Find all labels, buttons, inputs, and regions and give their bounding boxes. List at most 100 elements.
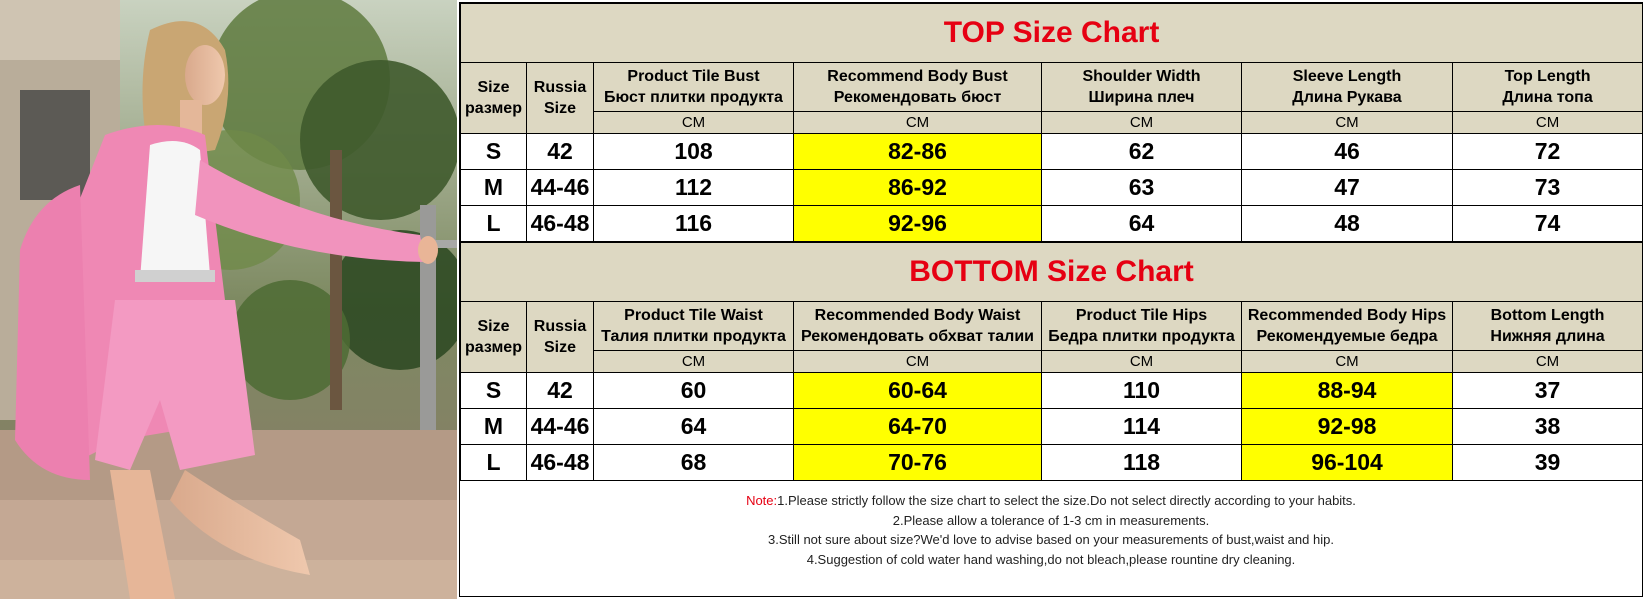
bottom-table-cell: 114 [1041, 408, 1242, 445]
top-header-line: Russia [533, 79, 587, 96]
top-header-line: Sleeve Length [1292, 68, 1402, 85]
bottom-unit-cell: CM [1041, 350, 1242, 373]
top-header-line: Top Length [1504, 68, 1591, 85]
note-line: 4.Suggestion of cold water hand washing,… [460, 550, 1642, 570]
bottom-table-cell: 88-94 [1241, 372, 1453, 409]
top-header-line: Product Tile Bust [627, 68, 760, 85]
note-text: 2.Please allow a tolerance of 1-3 cm in … [892, 512, 1210, 528]
top-table-cell: 86-92 [793, 169, 1042, 206]
bottom-table-row: M 44-46 64 64-70 114 92-98 38 [460, 408, 1644, 445]
top-header-line: Ширина плеч [1088, 89, 1195, 106]
top-header-cell: Top Length Длина топа [1451, 62, 1644, 112]
bottom-table-cell: 118 [1041, 444, 1242, 481]
note-text: 4.Suggestion of cold water hand washing,… [806, 551, 1296, 567]
note-line: 3.Still not sure about size?We'd love to… [460, 530, 1642, 550]
top-table-cell: 42 [526, 133, 594, 170]
bottom-header-cell: Bottom Length Нижняя длина [1451, 301, 1644, 351]
bottom-table-cell: 110 [1041, 372, 1242, 409]
top-header-line: Size [477, 79, 510, 96]
bottom-table-cell: M [460, 408, 527, 445]
bottom-table-row: L 46-48 68 70-76 118 96-104 39 [460, 444, 1644, 481]
top-table-cell: 82-86 [793, 133, 1042, 170]
bottom-table-cell: L [460, 444, 527, 481]
top-header-cell: Russia Size [526, 62, 594, 134]
top-table-cell: 74 [1451, 205, 1644, 242]
bottom-table-cell: 92-98 [1241, 408, 1453, 445]
top-header-line: Size [543, 100, 576, 117]
bottom-header-cell: Size размер [460, 301, 527, 373]
top-header-line: Shoulder Width [1082, 68, 1201, 85]
top-header-line: размер [465, 100, 522, 117]
bottom-header-line: Рекомендовать обхват талии [800, 328, 1035, 345]
bottom-unit-cell: CM [1241, 350, 1453, 373]
bottom-unit-cell: CM [793, 350, 1042, 373]
top-table-cell: 64 [1041, 205, 1242, 242]
top-table-cell: 108 [593, 133, 794, 170]
bottom-table-cell: 39 [1451, 444, 1644, 481]
top-unit-cell: CM [1041, 111, 1242, 134]
top-unit-cell: CM [1241, 111, 1453, 134]
top-header-line: Рекомендовать бюст [833, 89, 1002, 106]
top-title-row: TOP Size Chart [459, 3, 1644, 63]
top-table-cell: 47 [1241, 169, 1453, 206]
bottom-header-line: Size [543, 339, 576, 356]
note-label: Note: [746, 493, 778, 508]
bottom-header-line: Size [477, 318, 510, 335]
note-text: 1.Please strictly follow the size chart … [777, 493, 1356, 508]
bottom-header-cell: Product Tile Waist Талия плитки продукта [593, 301, 794, 351]
bottom-header-line: Recommended Body Hips [1247, 307, 1447, 324]
bottom-header-line: Нижняя длина [1490, 328, 1605, 345]
top-unit-row: CM CM CM CM CM [461, 111, 1644, 134]
top-header-line: Длина Рукава [1292, 89, 1402, 106]
bottom-table-cell: 64 [593, 408, 794, 445]
top-table-cell: 72 [1451, 133, 1644, 170]
top-header-row: Size размер Russia Size Product Tile Bust Бюс… [460, 62, 1644, 134]
top-header-cell: Product Tile Bust Бюст плитки продукта [593, 62, 794, 112]
top-chart-title: TOP Size Chart [459, 3, 1644, 63]
bottom-title-row: BOTTOM Size Chart [459, 242, 1644, 302]
bottom-header-cell: Product Tile Hips Бедра плитки продукта [1041, 301, 1242, 351]
top-table-cell: 112 [593, 169, 794, 206]
bottom-table-cell: 38 [1451, 408, 1644, 445]
bottom-header-line: Рекомендуемые бедра [1256, 328, 1438, 345]
bottom-table-cell: 70-76 [793, 444, 1042, 481]
bottom-header-line: Product Tile Hips [1075, 307, 1208, 324]
top-table-cell: 48 [1241, 205, 1453, 242]
bottom-header-line: размер [465, 339, 522, 356]
bottom-table-cell: 60 [593, 372, 794, 409]
top-table-cell: 92-96 [793, 205, 1042, 242]
top-header-line: Бюст плитки продукта [604, 89, 783, 106]
bottom-unit-row: CM CM CM CM CM [461, 350, 1644, 373]
top-table-row: M 44-46 112 86-92 63 47 73 [460, 169, 1644, 206]
top-table-cell: M [460, 169, 527, 206]
top-unit-cell: CM [793, 111, 1042, 134]
top-header-line: Recommend Body Bust [827, 68, 1008, 85]
top-table-cell: L [460, 205, 527, 242]
note-line: 2.Please allow a tolerance of 1-3 cm in … [460, 511, 1642, 531]
bottom-table-cell: 42 [526, 372, 594, 409]
bottom-table-cell: S [460, 372, 527, 409]
top-header-cell: Recommend Body Bust Рекомендовать бюст [793, 62, 1042, 112]
top-header-cell: Shoulder Width Ширина плеч [1041, 62, 1242, 112]
bottom-header-cell: Recommended Body Hips Рекомендуемые бедра [1241, 301, 1453, 351]
bottom-header-cell: Russia Size [526, 301, 594, 373]
top-unit-cell: CM [1451, 111, 1644, 134]
bottom-header-row: Size размер Russia Size Product Tile Waist Та… [460, 301, 1644, 373]
top-table-cell: S [460, 133, 527, 170]
note-line: Note:1.Please strictly follow the size c… [460, 491, 1642, 511]
care-notes: Note:1.Please strictly follow the size c… [460, 481, 1642, 569]
bottom-unit-cell: CM [593, 350, 794, 373]
top-header-line: Длина топа [1502, 89, 1593, 106]
bottom-table-cell: 46-48 [526, 444, 594, 481]
bottom-table-cell: 44-46 [526, 408, 594, 445]
top-table-cell: 62 [1041, 133, 1242, 170]
top-unit-cell: CM [593, 111, 794, 134]
top-table-cell: 63 [1041, 169, 1242, 206]
model-photo [0, 0, 457, 599]
top-header-cell: Sleeve Length Длина Рукава [1241, 62, 1453, 112]
note-text: 3.Still not sure about size?We'd love to… [768, 532, 1334, 547]
bottom-table-cell: 37 [1451, 372, 1644, 409]
bottom-header-line: Талия плитки продукта [601, 328, 786, 345]
top-size-table: TOP Size Chart Size размер Russia Size Produc… [459, 3, 1644, 242]
top-table-cell: 73 [1451, 169, 1644, 206]
